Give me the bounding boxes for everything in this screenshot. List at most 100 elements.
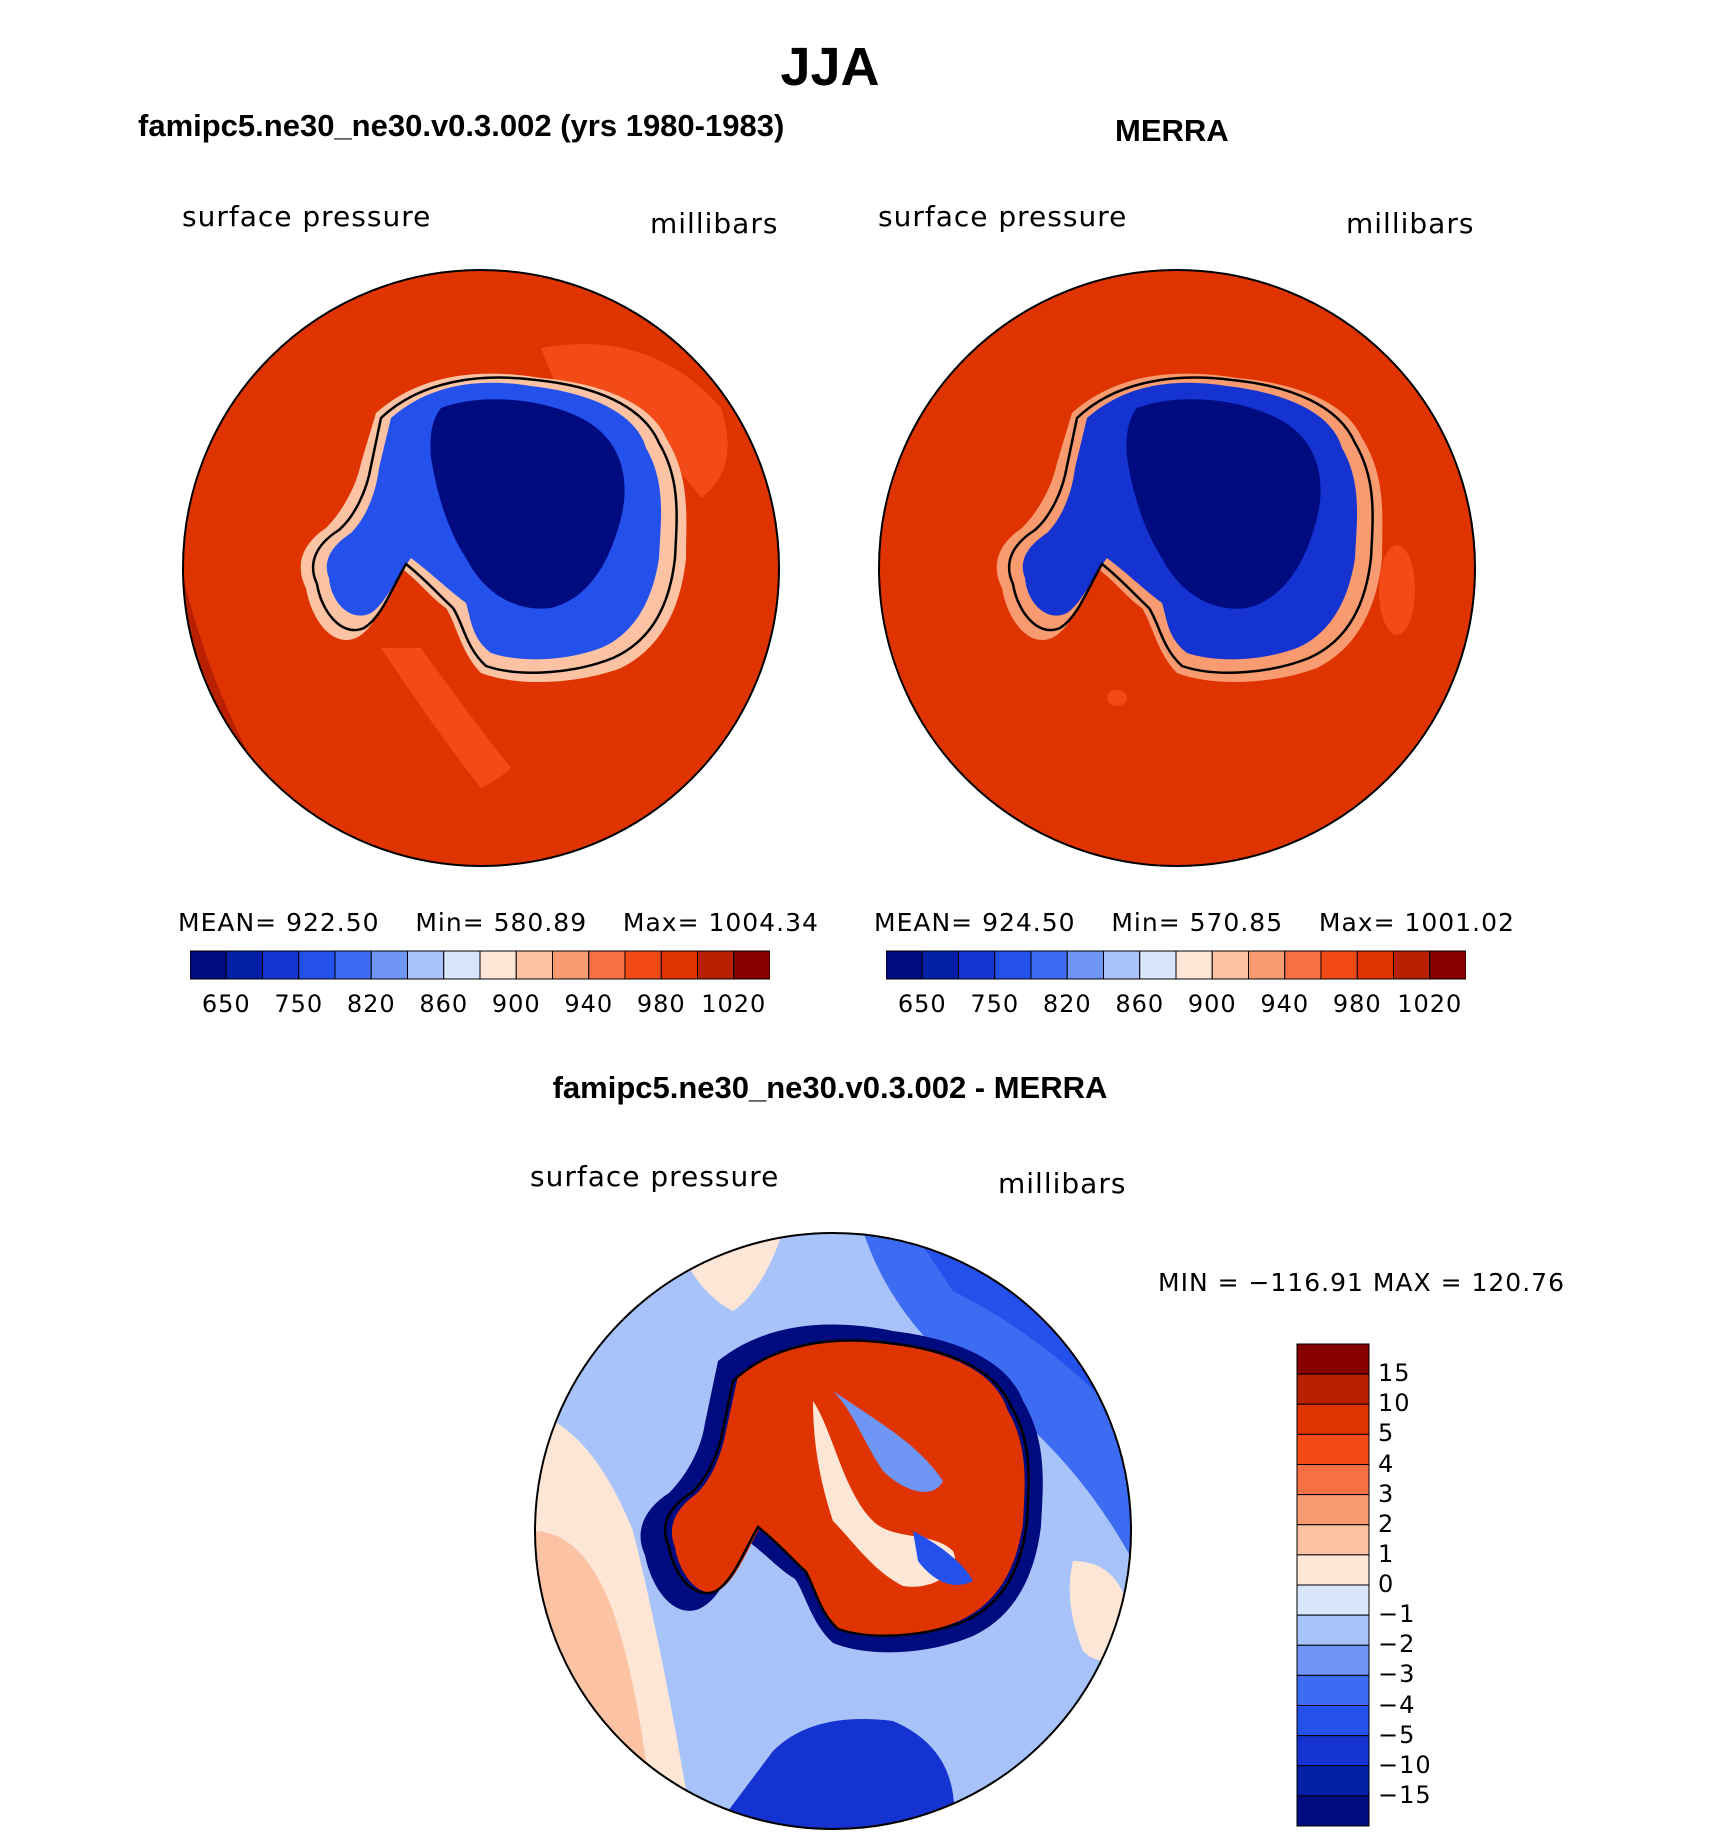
- model-max-label: Max=: [622, 908, 700, 937]
- model-colorbar-swatch: [298, 950, 336, 980]
- model-colorbar-swatch: [190, 950, 227, 980]
- obs-colorbar-swatch: [921, 950, 959, 980]
- diff-colorbar-ticks: 15 10 5 4 3 2 1 0 −1 −2 −3 −4 −5 −10 −15: [1378, 1343, 1458, 1827]
- obs-map: [878, 269, 1476, 867]
- obs-antarctica-plateau: [1126, 399, 1321, 609]
- obs-units-label: millibars: [1346, 207, 1475, 240]
- obs-colorbar-tick-label: 650: [897, 990, 947, 1018]
- diff-colorbar-tick-label: −15: [1378, 1780, 1432, 1809]
- model-colorbar-tick-label: 980: [636, 990, 686, 1018]
- diff-colorbar-swatch: [1296, 1795, 1370, 1827]
- obs-colorbar-swatch: [1393, 950, 1431, 980]
- diff-interior-mixed-2: [833, 1391, 943, 1492]
- model-variable-label: surface pressure: [182, 200, 432, 233]
- model-colorbar-swatch: [407, 950, 445, 980]
- model-colorbar-swatch: [515, 950, 553, 980]
- model-map: [182, 269, 780, 867]
- obs-colorbar-swatch: [1030, 950, 1068, 980]
- model-colorbar-ticks: 650 750 820 860 900 940 980 1020: [190, 990, 770, 1020]
- model-min-value: 580.89: [493, 908, 588, 937]
- diff-colorbar-swatch: [1296, 1433, 1370, 1465]
- obs-colorbar-tick-label: 750: [970, 990, 1020, 1018]
- obs-colorbar-swatch: [958, 950, 996, 980]
- obs-colorbar-swatch: [1284, 950, 1322, 980]
- diff-negative-region-s: [713, 1719, 955, 1829]
- obs-colorbar-tick-label: 1020: [1397, 990, 1463, 1018]
- diff-colorbar-swatch: [1296, 1373, 1370, 1405]
- diff-colorbar-tick-label: −3: [1378, 1660, 1416, 1689]
- diff-units-label: millibars: [998, 1167, 1127, 1200]
- diff-minmax-label: MIN = −116.91 MAX = 120.76: [1158, 1268, 1565, 1297]
- obs-colorbar-tick-label: 980: [1332, 990, 1382, 1018]
- model-colorbar-swatch: [334, 950, 372, 980]
- obs-min-value: 570.85: [1189, 908, 1284, 937]
- model-mean-label: MEAN=: [178, 908, 278, 937]
- diff-colorbar-tick-label: −2: [1378, 1630, 1416, 1659]
- model-panel-title: famipc5.ne30_ne30.v0.3.002 (yrs 1980-198…: [138, 108, 785, 143]
- diff-colorbar-tick-label: 0: [1378, 1570, 1395, 1598]
- diff-map: [534, 1232, 1132, 1830]
- main-title: JJA: [780, 37, 880, 97]
- diff-colorbar-swatch: [1296, 1343, 1370, 1375]
- obs-colorbar: [886, 950, 1466, 980]
- obs-max-value: 1001.02: [1404, 908, 1515, 937]
- model-colorbar-swatch: [225, 950, 263, 980]
- obs-colorbar-swatch: [1429, 950, 1466, 980]
- diff-colorbar-swatch: [1296, 1705, 1370, 1737]
- model-units-label: millibars: [650, 207, 779, 240]
- model-colorbar-swatch: [624, 950, 662, 980]
- obs-colorbar-swatch: [1103, 950, 1141, 980]
- diff-colorbar-tick-label: −4: [1378, 1690, 1416, 1719]
- diff-coastline: [663, 1339, 1030, 1637]
- obs-colorbar-swatch: [1248, 950, 1286, 980]
- obs-pressure-patch-2: [1107, 690, 1127, 706]
- diff-colorbar-swatch: [1296, 1644, 1370, 1676]
- diff-colorbar-tick-label: 4: [1378, 1449, 1395, 1478]
- diff-panel-title: famipc5.ne30_ne30.v0.3.002 - MERRA: [552, 1070, 1108, 1105]
- diff-colorbar-swatch: [1296, 1735, 1370, 1767]
- model-min-label: Min=: [415, 908, 485, 937]
- diff-colorbar-tick-label: 3: [1378, 1479, 1395, 1508]
- diff-colorbar-tick-label: 10: [1378, 1389, 1411, 1418]
- diff-map-border: [534, 1232, 1132, 1830]
- obs-colorbar-swatch: [886, 950, 923, 980]
- diff-colorbar-tick-label: 1: [1378, 1539, 1395, 1568]
- obs-colorbar-tick-label: 860: [1115, 990, 1165, 1018]
- obs-colorbar-swatch: [1066, 950, 1104, 980]
- obs-mean-value: 924.50: [982, 908, 1076, 937]
- diff-colorbar-tick-label: −5: [1378, 1720, 1416, 1749]
- model-colorbar-tick-label: 940: [564, 990, 614, 1018]
- model-colorbar-swatch: [733, 950, 770, 980]
- obs-colorbar-swatch: [1320, 950, 1358, 980]
- model-colorbar-tick-label: 650: [201, 990, 251, 1018]
- model-colorbar-swatch: [479, 950, 517, 980]
- obs-colorbar-swatch: [1139, 950, 1177, 980]
- diff-colorbar-tick-label: 5: [1378, 1419, 1395, 1448]
- diff-colorbar-swatch: [1296, 1614, 1370, 1646]
- model-colorbar-swatch: [697, 950, 735, 980]
- diff-colorbar-swatch: [1296, 1464, 1370, 1496]
- obs-colorbar-swatch: [994, 950, 1032, 980]
- diff-variable-label: surface pressure: [530, 1160, 780, 1193]
- obs-max-label: Max=: [1318, 908, 1396, 937]
- model-colorbar-swatch: [660, 950, 698, 980]
- obs-min-label: Min=: [1111, 908, 1181, 937]
- diff-colorbar-swatch: [1296, 1403, 1370, 1435]
- diff-colorbar: [1296, 1343, 1370, 1827]
- model-map-border: [182, 269, 780, 867]
- diff-colorbar-tick-label: 15: [1378, 1359, 1411, 1388]
- model-colorbar-tick-label: 900: [491, 990, 541, 1018]
- obs-mean-label: MEAN=: [874, 908, 974, 937]
- obs-colorbar-ticks: 650 750 820 860 900 940 980 1020: [886, 990, 1466, 1020]
- diff-colorbar-tick-label: −10: [1378, 1750, 1432, 1779]
- obs-map-border: [878, 269, 1476, 867]
- obs-stats: MEAN= 924.50 Min= 570.85 Max= 1001.02: [874, 908, 1515, 937]
- diff-colorbar-tick-label: 2: [1378, 1509, 1395, 1538]
- diff-interior-mixed-3: [913, 1531, 973, 1585]
- diff-colorbar-swatch: [1296, 1584, 1370, 1616]
- model-colorbar-swatch: [588, 950, 626, 980]
- obs-colorbar-tick-label: 940: [1260, 990, 1310, 1018]
- diff-colorbar-swatch: [1296, 1554, 1370, 1586]
- model-mean-value: 922.50: [286, 908, 380, 937]
- obs-variable-label: surface pressure: [878, 200, 1128, 233]
